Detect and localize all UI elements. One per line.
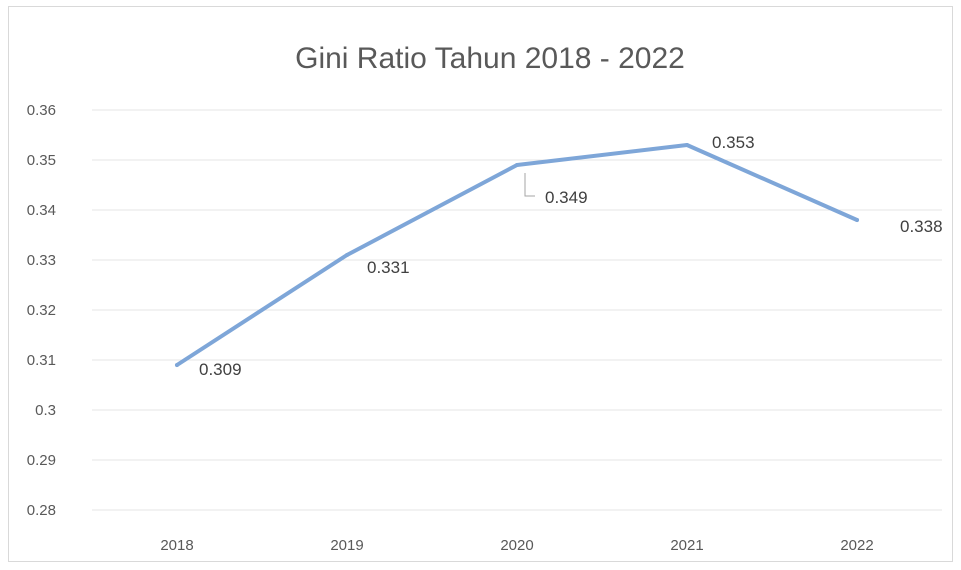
gridlines [92, 109, 942, 511]
data-point [345, 253, 349, 257]
data-label: 0.331 [367, 258, 410, 277]
y-tick-label: 0.3 [35, 402, 56, 419]
y-tick-label: 0.32 [27, 302, 56, 319]
data-label: 0.338 [900, 217, 943, 236]
x-tick-label: 2022 [840, 537, 873, 554]
series-line [175, 143, 859, 367]
data-point [515, 163, 519, 167]
data-point [855, 218, 859, 222]
x-tick-label: 2020 [500, 537, 533, 554]
y-tick-label: 0.31 [27, 352, 56, 369]
y-axis-ticks: 0.28 0.29 0.3 0.31 0.32 0.33 0.34 0.35 0.36 [27, 102, 56, 519]
data-point [175, 363, 179, 367]
data-label: 0.349 [545, 188, 588, 207]
leader-line [524, 173, 535, 197]
data-labels: 0.309 0.331 0.349 0.353 0.338 [199, 133, 943, 379]
x-tick-label: 2018 [160, 537, 193, 554]
y-tick-label: 0.28 [27, 502, 56, 519]
x-axis-ticks: 2018 2019 2020 2021 2022 [160, 537, 873, 554]
chart-frame [8, 6, 953, 562]
data-label: 0.353 [712, 133, 755, 152]
y-tick-label: 0.34 [27, 202, 56, 219]
y-tick-label: 0.29 [27, 452, 56, 469]
y-tick-label: 0.33 [27, 252, 56, 269]
y-tick-label: 0.35 [27, 152, 56, 169]
y-tick-label: 0.36 [27, 102, 56, 119]
series-layer [175, 143, 859, 367]
x-tick-label: 2019 [330, 537, 363, 554]
data-label: 0.309 [199, 360, 242, 379]
x-tick-label: 2021 [670, 537, 703, 554]
data-point [685, 143, 689, 147]
chart-title: Gini Ratio Tahun 2018 - 2022 [295, 42, 685, 75]
